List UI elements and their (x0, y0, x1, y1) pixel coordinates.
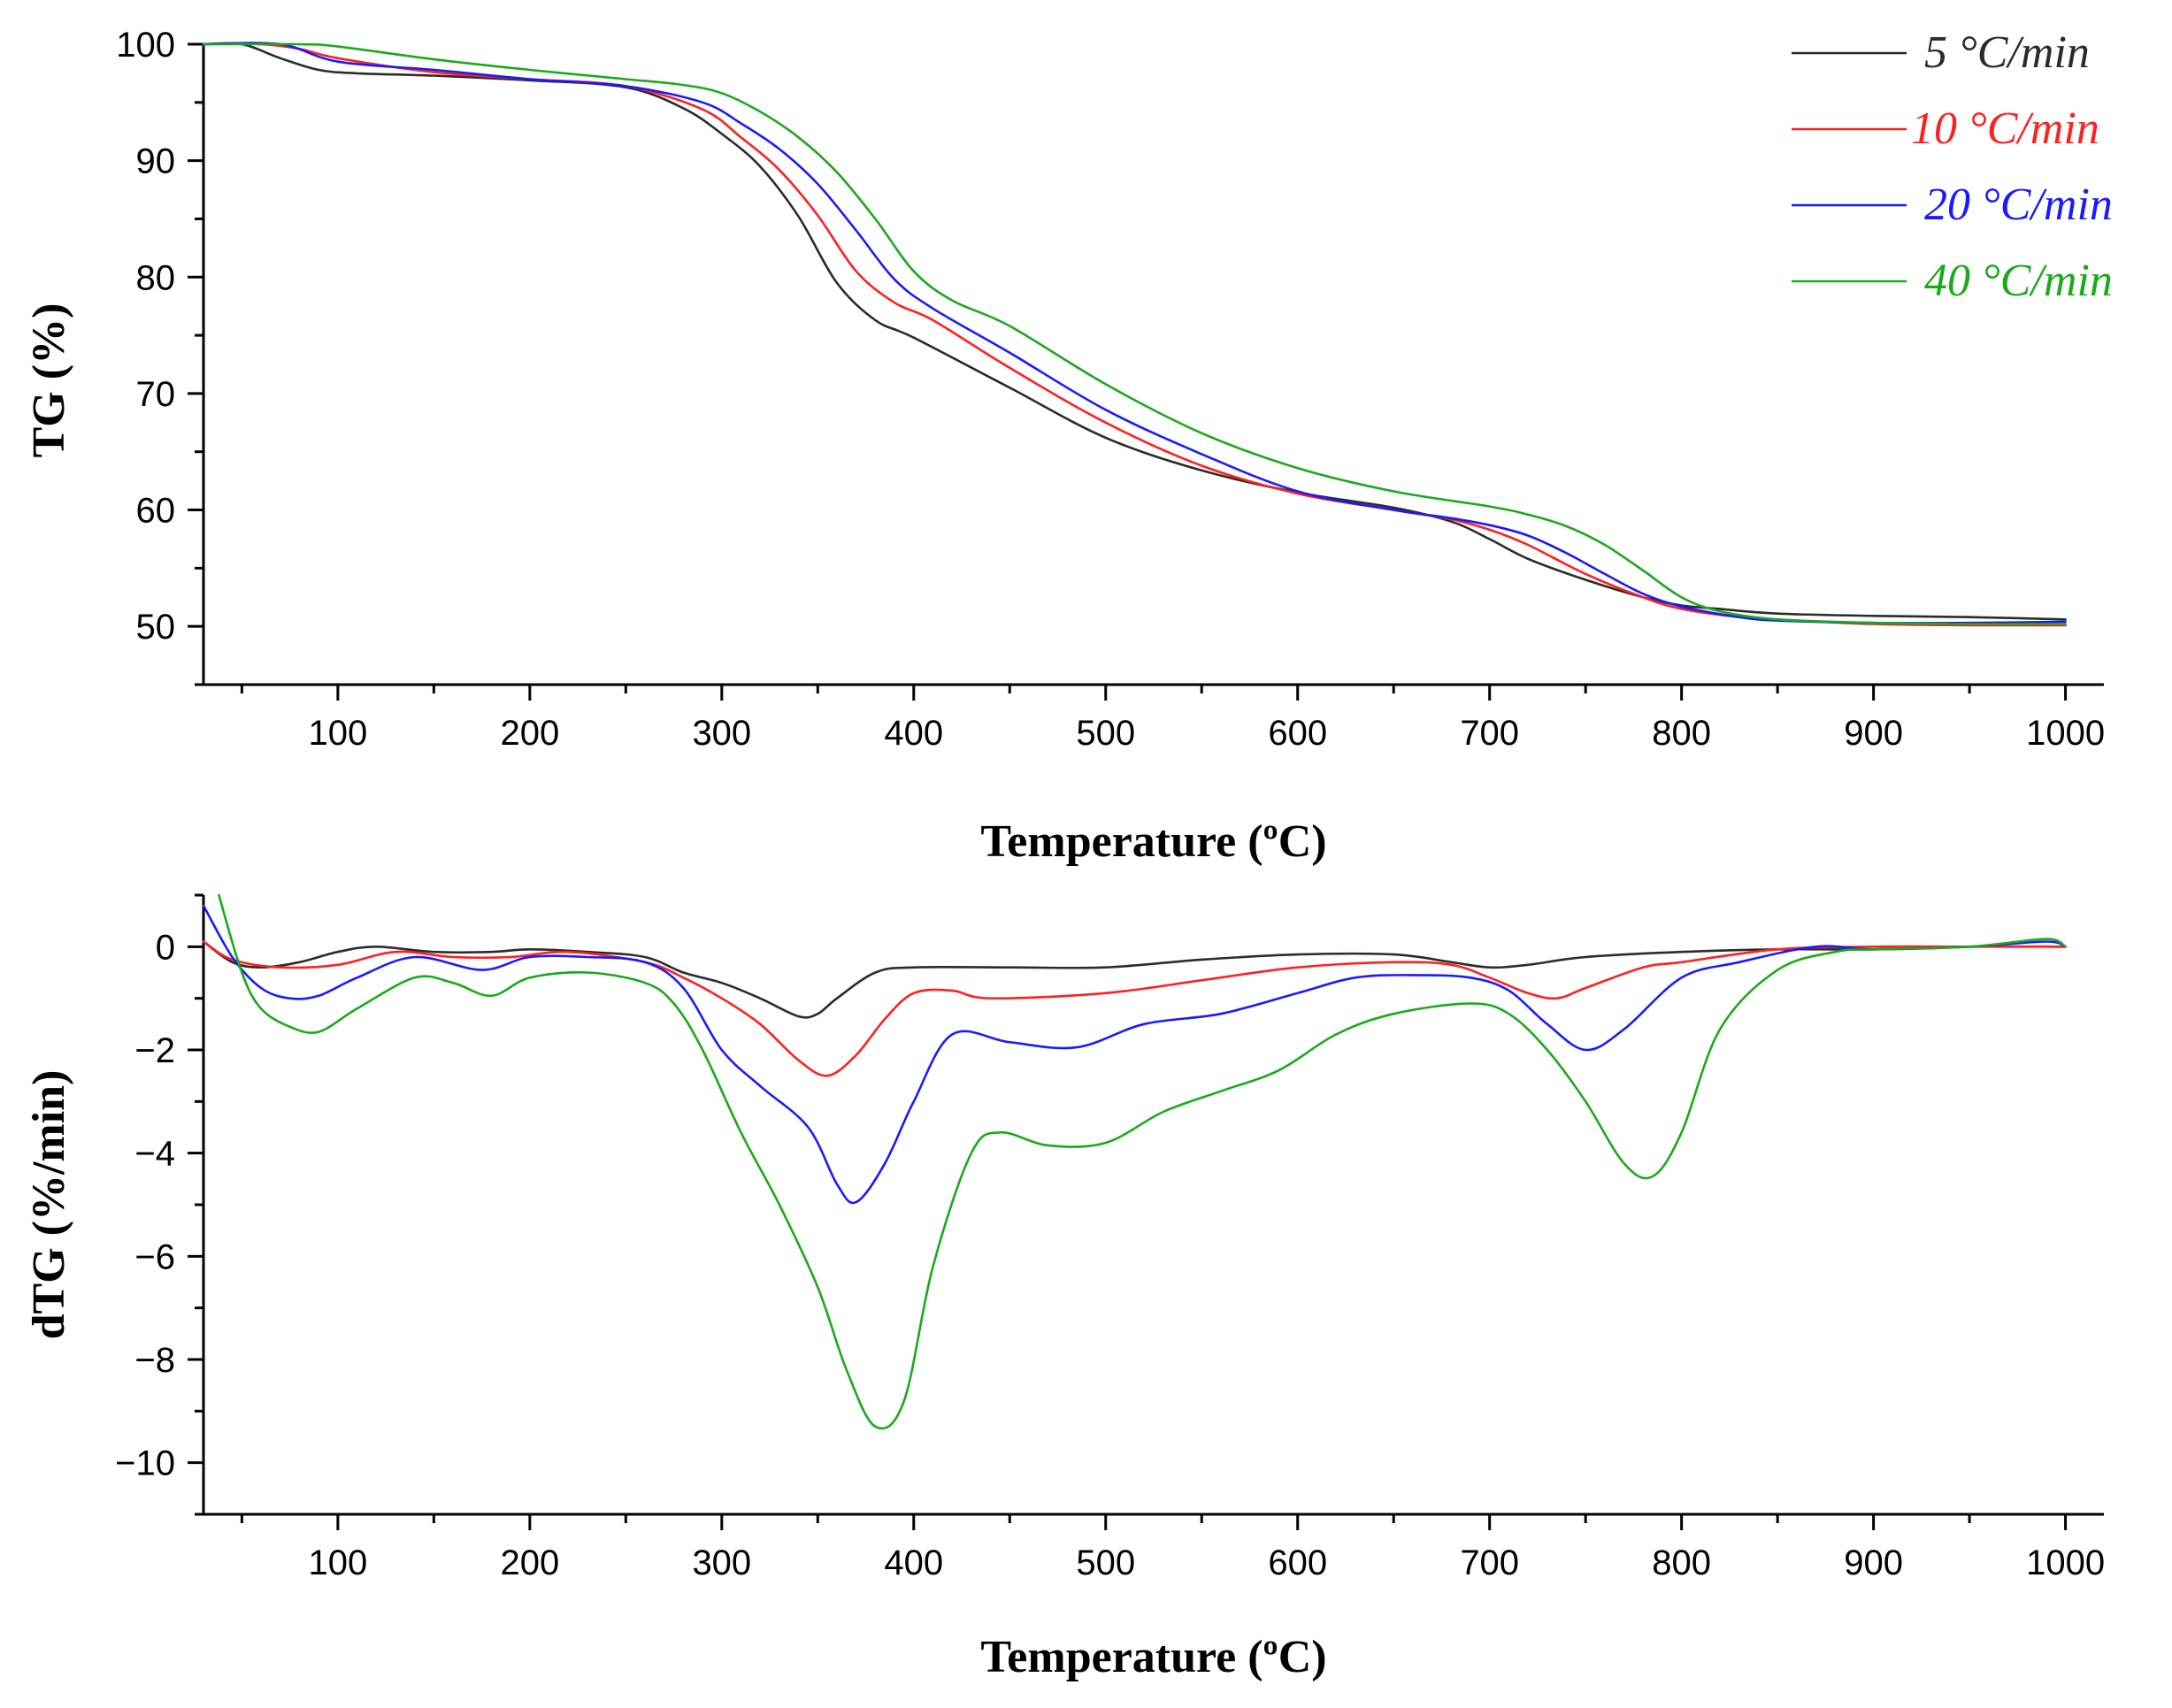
dtg-x-axis-title: Temperature (ºC) (980, 1632, 1326, 1682)
dtg-x-tick-label: 700 (1460, 1543, 1519, 1582)
tg-series-line-4 (202, 42, 2067, 625)
tg-y-tick-label: 70 (136, 375, 176, 414)
tg-y-tick-label: 90 (136, 142, 176, 181)
tg-x-tick-label: 600 (1268, 714, 1327, 753)
dtg-x-tick-label: 200 (500, 1543, 559, 1582)
legend-label: 20 °C/min (1924, 180, 2113, 230)
tg-series-line-1 (202, 42, 2067, 621)
dtg-y-tick-label: −2 (134, 1031, 175, 1070)
tg-y-tick-label: 50 (136, 608, 176, 647)
tg-x-tick-label: 900 (1844, 714, 1903, 753)
tg-chart: 50 60 70 80 90 100 100 200 300 400 500 600 700 800 90… (24, 26, 2105, 867)
tg-y-tick-label: 60 (136, 492, 176, 531)
dtg-chart: 0 −2 −4 −6 −8 −10 100 200 300 400 500 600 700 800 900… (24, 893, 2105, 1682)
tg-y-tick-label: 80 (136, 258, 176, 297)
tg-x-tick-label: 100 (309, 714, 368, 753)
dtg-series-line-1 (202, 940, 2067, 1019)
dtg-y-tick-label: −8 (134, 1341, 175, 1380)
tg-x-axis-title: Temperature (ºC) (980, 816, 1326, 867)
dtg-x-tick-label: 400 (884, 1543, 943, 1582)
dtg-x-tick-label: 900 (1844, 1543, 1903, 1582)
legend-item: 20 °C/min (1792, 180, 2113, 230)
dtg-series-line-3 (202, 904, 2067, 1205)
dtg-series-line-4 (218, 893, 2067, 1430)
tg-y-tick-label: 100 (116, 26, 175, 65)
legend: 5 °C/min 10 °C/min 20 °C/min 40 °C/min (1792, 27, 2113, 306)
dtg-x-tick-label: 600 (1268, 1543, 1327, 1582)
dtg-x-tick-label: 100 (309, 1543, 368, 1582)
tg-x-tick-label: 500 (1076, 714, 1135, 753)
tg-y-axis-title: TG (%) (24, 303, 74, 458)
dtg-x-tick-label: 800 (1652, 1543, 1711, 1582)
tg-x-tick-label: 1000 (2026, 714, 2105, 753)
dtg-y-tick-label: −4 (134, 1135, 175, 1174)
dtg-x-tick-label: 300 (692, 1543, 751, 1582)
legend-label: 5 °C/min (1924, 27, 2090, 78)
tg-x-tick-label: 300 (692, 714, 751, 753)
tg-x-tick-label: 800 (1652, 714, 1711, 753)
legend-label: 40 °C/min (1924, 256, 2113, 306)
dtg-x-tick-label: 1000 (2026, 1543, 2105, 1582)
dtg-x-tick-label: 500 (1076, 1543, 1135, 1582)
tg-x-tick-label: 200 (500, 714, 559, 753)
dtg-y-tick-label: −6 (134, 1237, 175, 1276)
tg-x-tick-label: 400 (884, 714, 943, 753)
dtg-y-axis-title: dTG (%/min) (24, 1070, 74, 1340)
legend-item: 5 °C/min (1792, 27, 2090, 78)
tg-series-line-3 (202, 42, 2067, 624)
dtg-y-tick-label: 0 (156, 928, 175, 967)
dtg-y-tick-label: −10 (115, 1444, 175, 1483)
legend-label: 10 °C/min (1911, 103, 2099, 154)
dtg-series-line-2 (202, 940, 2067, 1077)
legend-item: 40 °C/min (1792, 256, 2113, 306)
tg-series-line-2 (202, 42, 2067, 627)
tg-x-tick-label: 700 (1460, 714, 1519, 753)
legend-item: 10 °C/min (1792, 103, 2099, 154)
